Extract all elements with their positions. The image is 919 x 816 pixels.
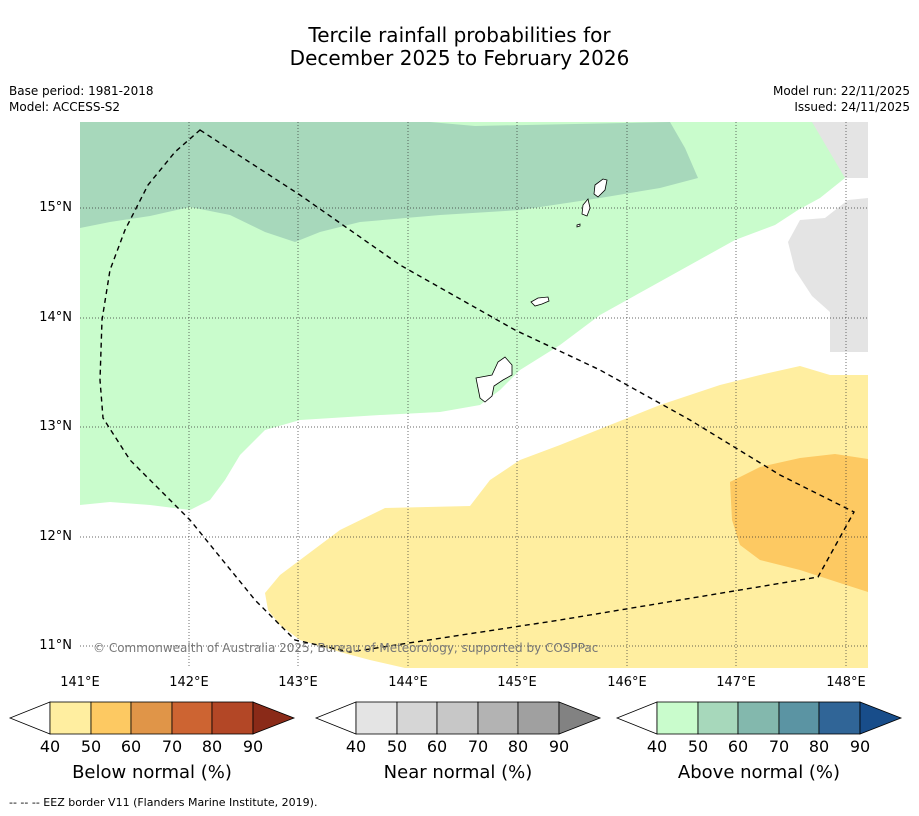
above-normal-swatch-70	[778, 701, 820, 735]
x-tick-141e: 141°E	[60, 675, 100, 690]
below-normal-swatch-40	[49, 701, 92, 735]
above-normal-tick-50: 50	[687, 737, 709, 756]
x-tick-142e: 142°E	[169, 675, 209, 690]
near-normal-40-region	[812, 122, 868, 178]
below-normal-tick-40: 40	[39, 737, 61, 756]
above-normal-swatch-50	[697, 701, 739, 735]
below-normal-over-arrow	[252, 701, 296, 735]
below-normal-tick-70: 70	[161, 737, 183, 756]
near-normal-tick-70: 70	[467, 737, 489, 756]
above-normal-tick-80: 80	[808, 737, 830, 756]
saipan-island	[593, 178, 608, 198]
above-normal-tick-60: 60	[727, 737, 749, 756]
model-run: Model run: 22/11/2025	[772, 84, 910, 98]
near-normal-swatch-70	[477, 701, 519, 735]
legend-below-normal	[8, 701, 296, 735]
x-tick-148e: 148°E	[826, 675, 866, 690]
below-normal-swatch-80	[211, 701, 254, 735]
below-normal-swatch-50	[90, 701, 132, 735]
above-normal-tick-70: 70	[768, 737, 790, 756]
near-normal-swatch-40	[355, 701, 398, 735]
below-normal-40-region	[265, 366, 868, 668]
tinian-island	[581, 198, 591, 217]
near-normal-label: Near normal (%)	[383, 762, 533, 783]
near-normal-tick-40: 40	[345, 737, 367, 756]
above-normal-label: Above normal (%)	[677, 762, 841, 783]
near-normal-tick-50: 50	[386, 737, 408, 756]
above-normal-over-arrow	[859, 701, 903, 735]
near-normal-tick-80: 80	[507, 737, 529, 756]
y-tick-15n: 15°N	[39, 200, 72, 215]
below-normal-label: Below normal (%)	[72, 762, 232, 783]
below-normal-tick-50: 50	[80, 737, 102, 756]
legend-near-normal	[314, 701, 602, 735]
above-normal-tick-90: 90	[849, 737, 871, 756]
model-name: Model: ACCESS-S2	[9, 100, 121, 114]
map-plot-area	[80, 122, 868, 668]
below-normal-under-arrow	[8, 701, 51, 735]
copyright-notice: © Commonwealth of Australia 2025, Bureau…	[93, 641, 599, 655]
near-normal-swatch-60	[436, 701, 479, 735]
near-normal-over-arrow	[558, 701, 602, 735]
near-normal-swatch-50	[396, 701, 438, 735]
y-tick-14n: 14°N	[39, 310, 72, 325]
rota-island	[530, 296, 550, 307]
y-tick-13n: 13°N	[39, 419, 72, 434]
x-tick-147e: 147°E	[716, 675, 756, 690]
above-normal-swatch-80	[818, 701, 861, 735]
grid-lines	[80, 122, 868, 668]
near-normal-tick-90: 90	[548, 737, 570, 756]
x-tick-146e: 146°E	[607, 675, 647, 690]
below-normal-50-region	[730, 454, 868, 592]
guam-island	[475, 356, 513, 403]
base-period: Base period: 1981-2018	[9, 84, 154, 98]
below-normal-tick-90: 90	[242, 737, 264, 756]
x-tick-144e: 144°E	[388, 675, 428, 690]
below-normal-swatch-70	[171, 701, 213, 735]
map-title-line2: December 2025 to February 2026	[289, 46, 630, 70]
above-normal-under-arrow	[615, 701, 658, 735]
y-tick-12n: 12°N	[39, 529, 72, 544]
below-normal-swatch-60	[130, 701, 173, 735]
x-tick-143e: 143°E	[278, 675, 318, 690]
eez-footnote: -- -- -- EEZ border V11 (Flanders Marine…	[9, 796, 318, 809]
x-tick-145e: 145°E	[497, 675, 537, 690]
near-normal-swatch-80	[517, 701, 560, 735]
above-normal-swatch-40	[656, 701, 699, 735]
y-tick-11n: 11°N	[39, 638, 72, 653]
eez-border	[99, 129, 855, 653]
near-normal-40-region-east	[788, 198, 868, 352]
aguijan-island	[576, 223, 581, 228]
below-normal-tick-80: 80	[201, 737, 223, 756]
near-normal-under-arrow	[314, 701, 357, 735]
issued-date: Issued: 24/11/2025	[794, 100, 910, 114]
below-normal-tick-60: 60	[120, 737, 142, 756]
above-normal-swatch-60	[737, 701, 780, 735]
islands	[475, 178, 608, 403]
near-normal-tick-60: 60	[426, 737, 448, 756]
map-title-line1: Tercile rainfall probabilities for	[308, 23, 611, 47]
legend-above-normal	[615, 701, 903, 735]
above-normal-tick-40: 40	[646, 737, 668, 756]
